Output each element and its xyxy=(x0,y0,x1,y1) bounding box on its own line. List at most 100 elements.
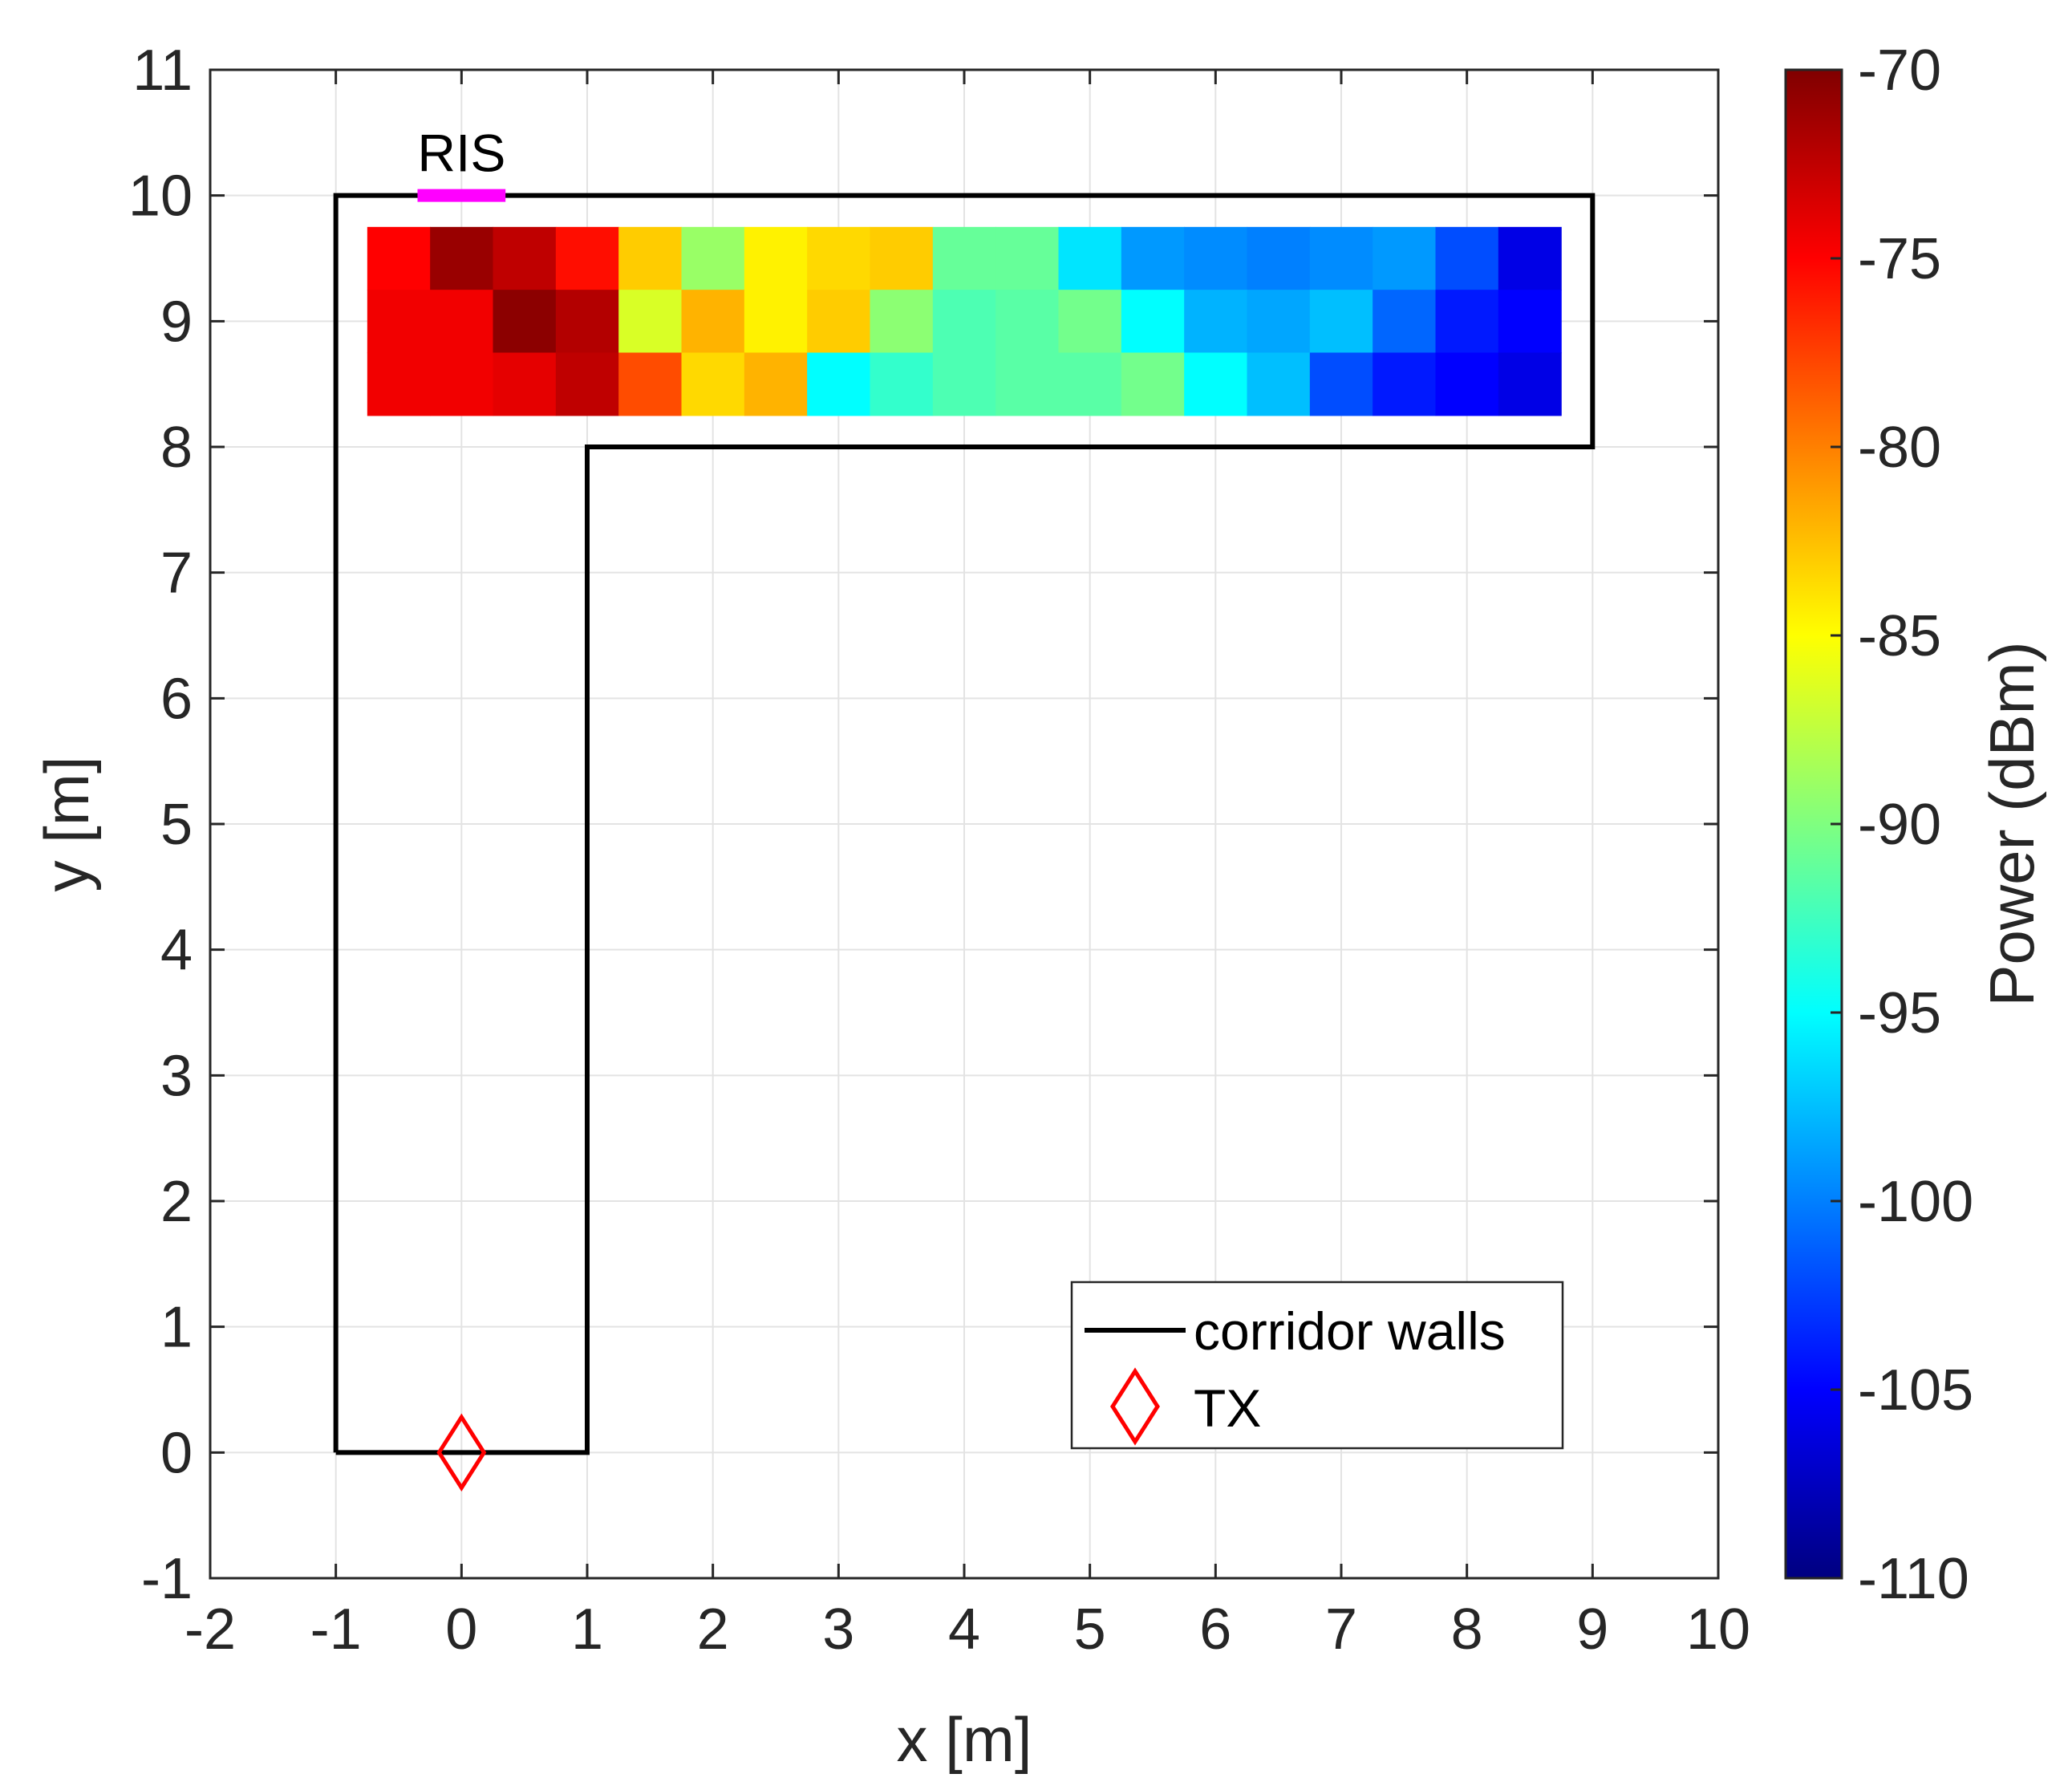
heatmap-cell xyxy=(995,352,1060,416)
heatmap-cell xyxy=(367,290,431,354)
heatmap-cell xyxy=(1184,290,1248,354)
heatmap-cell xyxy=(1373,226,1437,290)
heatmap-cell xyxy=(430,352,494,416)
heatmap-cell xyxy=(367,226,431,290)
heatmap-cell xyxy=(1435,226,1499,290)
x-tick-label: 5 xyxy=(1074,1597,1106,1662)
tx-group xyxy=(436,1413,487,1492)
legend-box xyxy=(1070,1281,1564,1450)
y-tick-label: 8 xyxy=(160,416,193,480)
heatmap-cell xyxy=(1373,290,1437,354)
heatmap-cell xyxy=(1435,352,1499,416)
heatmap-cell xyxy=(555,290,619,354)
colorbar-tick-label: -80 xyxy=(1858,416,1941,480)
x-axis-label: x [m] xyxy=(897,1704,1032,1775)
heatmap-cell xyxy=(1121,226,1185,290)
heatmap-cell xyxy=(555,226,619,290)
legend-corridor-walls-label: corridor walls xyxy=(1194,1301,1506,1361)
legend: corridor walls TX xyxy=(1070,1281,1564,1450)
colorbar-tick-label: -95 xyxy=(1858,981,1941,1045)
axis-ticks xyxy=(209,68,1720,1580)
heatmap-cell xyxy=(1184,352,1248,416)
heatmap-cell xyxy=(995,226,1060,290)
heatmap-cell xyxy=(1498,226,1562,290)
heatmap-cell xyxy=(493,352,557,416)
heatmap-cell xyxy=(807,352,871,416)
heatmap-cell xyxy=(493,290,557,354)
heatmap-cell xyxy=(744,290,808,354)
y-tick-label: 9 xyxy=(160,290,193,354)
legend-tx-label: TX xyxy=(1194,1378,1261,1438)
y-tick-label: 5 xyxy=(160,793,193,857)
legend-tx-marker xyxy=(1110,1367,1160,1446)
colorbar-tick-label: -70 xyxy=(1858,39,1941,103)
colorbar-tick-label: -90 xyxy=(1858,793,1941,857)
heatmap-cell xyxy=(367,352,431,416)
y-tick-label: 0 xyxy=(160,1421,193,1485)
colorbar-ticks: -70 -75 -80 -85 -90 -95 -100 -105 -110 xyxy=(1831,39,1973,1611)
heatmap-cell xyxy=(681,290,745,354)
heatmap-cell xyxy=(430,226,494,290)
heatmap-cell xyxy=(932,352,996,416)
x-tick-label: 3 xyxy=(822,1597,854,1662)
heatmap-cell xyxy=(430,290,494,354)
x-tick-label: -1 xyxy=(310,1597,362,1662)
y-tick-label: 2 xyxy=(160,1170,193,1234)
heatmap-cell xyxy=(493,226,557,290)
heatmap-cell xyxy=(1498,352,1562,416)
heatmap-cell xyxy=(1309,226,1373,290)
corridor-walls-line xyxy=(333,193,1596,1455)
colorbar-tick-label: -105 xyxy=(1858,1358,1973,1423)
y-axis-label: y [m] xyxy=(31,757,102,892)
colorbar-tick-label: -85 xyxy=(1858,604,1941,668)
heatmap-cell xyxy=(995,290,1060,354)
y-tick-label: 11 xyxy=(132,39,193,103)
heatmap-cell xyxy=(1247,226,1311,290)
heatmap-cell xyxy=(1498,290,1562,354)
x-tick-label: 4 xyxy=(948,1597,980,1662)
heatmap-cell xyxy=(618,290,683,354)
colorbar-tick-label: -100 xyxy=(1858,1170,1973,1234)
heatmap-cell xyxy=(1309,290,1373,354)
y-tick-label: 10 xyxy=(128,164,193,229)
heatmap-cell xyxy=(618,226,683,290)
heatmap-cell xyxy=(870,290,934,354)
heatmap-cell xyxy=(870,352,934,416)
heatmap-cells xyxy=(367,226,1562,416)
heatmap-cell xyxy=(1058,352,1122,416)
x-tick-label: 2 xyxy=(697,1597,729,1662)
x-tick-label: 7 xyxy=(1325,1597,1357,1662)
heatmap-cell xyxy=(1121,352,1185,416)
colorbar-tick-label: -110 xyxy=(1858,1547,1969,1611)
heatmap-cell xyxy=(1058,290,1122,354)
heatmap-cell xyxy=(1184,226,1248,290)
y-tick-label: 3 xyxy=(160,1044,193,1108)
heatmap-cell xyxy=(932,226,996,290)
y-tick-label: 6 xyxy=(160,667,193,731)
y-tick-label: 1 xyxy=(160,1296,193,1360)
heatmap-cell xyxy=(681,352,745,416)
heatmap-cell xyxy=(1058,226,1122,290)
x-tick-label: 0 xyxy=(445,1597,477,1662)
ris-group: RIS xyxy=(417,124,505,202)
x-tick-label: -2 xyxy=(184,1597,236,1662)
ris-label: RIS xyxy=(417,124,505,183)
colorbar-label: Power (dBm) xyxy=(1977,641,2047,1006)
heatmap-cell xyxy=(744,352,808,416)
corridor-walls-group xyxy=(333,193,1596,1455)
heatmap-cell xyxy=(870,226,934,290)
heatmap-cell xyxy=(1247,352,1311,416)
heatmap-cell xyxy=(1309,352,1373,416)
y-tick-label: -1 xyxy=(141,1547,193,1611)
heatmap-cell xyxy=(618,352,683,416)
x-tick-label: 8 xyxy=(1451,1597,1483,1662)
tx-marker xyxy=(436,1413,487,1492)
heatmap-cell xyxy=(807,290,871,354)
heatmap-cell xyxy=(555,352,619,416)
x-tick-label: 6 xyxy=(1199,1597,1231,1662)
heatmap-cell xyxy=(1121,290,1185,354)
y-tick-label: 7 xyxy=(160,542,193,606)
